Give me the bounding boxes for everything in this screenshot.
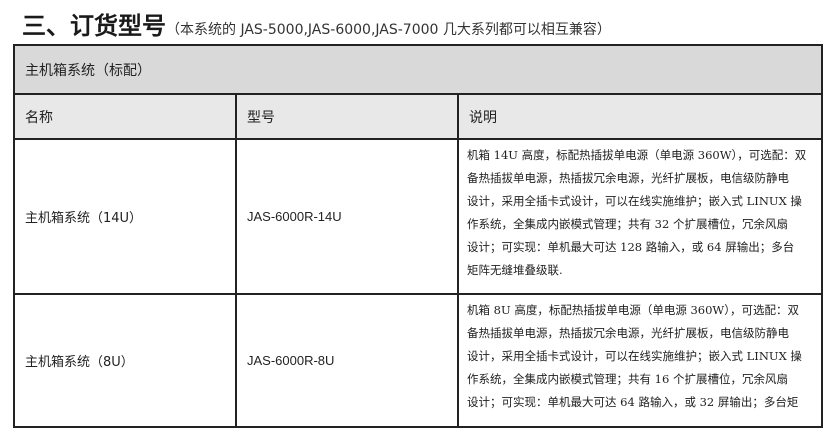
column-header-name: 名称 bbox=[13, 93, 237, 140]
heading-title: 三、订货型号 bbox=[22, 12, 166, 40]
table-row: 主机箱系统（8U） JAS-6000R-8U 机箱 8U 高度，标配热插拔单电源… bbox=[13, 293, 823, 428]
table-row: 主机箱系统（14U） JAS-6000R-14U 机箱 14U 高度，标配热插拔… bbox=[13, 138, 823, 295]
group-title: 主机箱系统（标配） bbox=[13, 44, 823, 95]
description-line: 设计；可实现：单机最大可达 64 路输入，或 32 屏输出；多台矩 bbox=[467, 395, 799, 409]
description-line: 设计；可实现：单机最大可达 128 路输入，或 64 屏输出；多台 bbox=[467, 240, 795, 254]
header-row: 名称 型号 说明 bbox=[13, 93, 823, 140]
description-line: 备热插拔单电源，热插拔冗余电源，光纤扩展板，电信级防静电 bbox=[467, 326, 789, 340]
column-header-model: 型号 bbox=[235, 93, 459, 140]
description-line: 设计，采用全插卡式设计，可以在线实施维护；嵌入式 LINUX 操 bbox=[467, 194, 802, 208]
description-line: 矩阵无缝堆叠级联. bbox=[467, 263, 563, 277]
group-row: 主机箱系统（标配） bbox=[13, 44, 823, 95]
description-line: 备热插拔单电源，热插拔冗余电源，光纤扩展板，电信级防静电 bbox=[467, 171, 789, 185]
row-model: JAS-6000R-8U bbox=[235, 293, 459, 428]
row-name: 主机箱系统（14U） bbox=[13, 138, 237, 295]
order-model-table: 主机箱系统（标配） 名称 型号 说明 主机箱系统（14U） JAS-6000R-… bbox=[13, 44, 823, 428]
row-description: 机箱 14U 高度，标配热插拔单电源（单电源 360W），可选配：双 备热插拔单… bbox=[457, 138, 823, 295]
description-line: 设计，采用全插卡式设计，可以在线实施维护；嵌入式 LINUX 操 bbox=[467, 349, 802, 363]
row-description: 机箱 8U 高度，标配热插拔单电源（单电源 360W），可选配：双 备热插拔单电… bbox=[457, 293, 823, 428]
description-line: 作系统，全集成内嵌模式管理；共有 32 个扩展槽位，冗余风扇 bbox=[467, 217, 788, 231]
description-line: 机箱 8U 高度，标配热插拔单电源（单电源 360W），可选配：双 bbox=[467, 303, 799, 317]
row-name: 主机箱系统（8U） bbox=[13, 293, 237, 428]
section-heading: 三、订货型号（本系统的 JAS-5000,JAS-6000,JAS-7000 几… bbox=[22, 6, 611, 41]
description-line: 作系统，全集成内嵌模式管理；共有 16 个扩展槽位，冗余风扇 bbox=[467, 372, 788, 386]
column-header-description: 说明 bbox=[457, 93, 823, 140]
row-model: JAS-6000R-14U bbox=[235, 138, 459, 295]
heading-subtitle: （本系统的 JAS-5000,JAS-6000,JAS-7000 几大系列都可以… bbox=[166, 22, 611, 38]
description-line: 机箱 14U 高度，标配热插拔单电源（单电源 360W），可选配：双 bbox=[467, 148, 807, 162]
